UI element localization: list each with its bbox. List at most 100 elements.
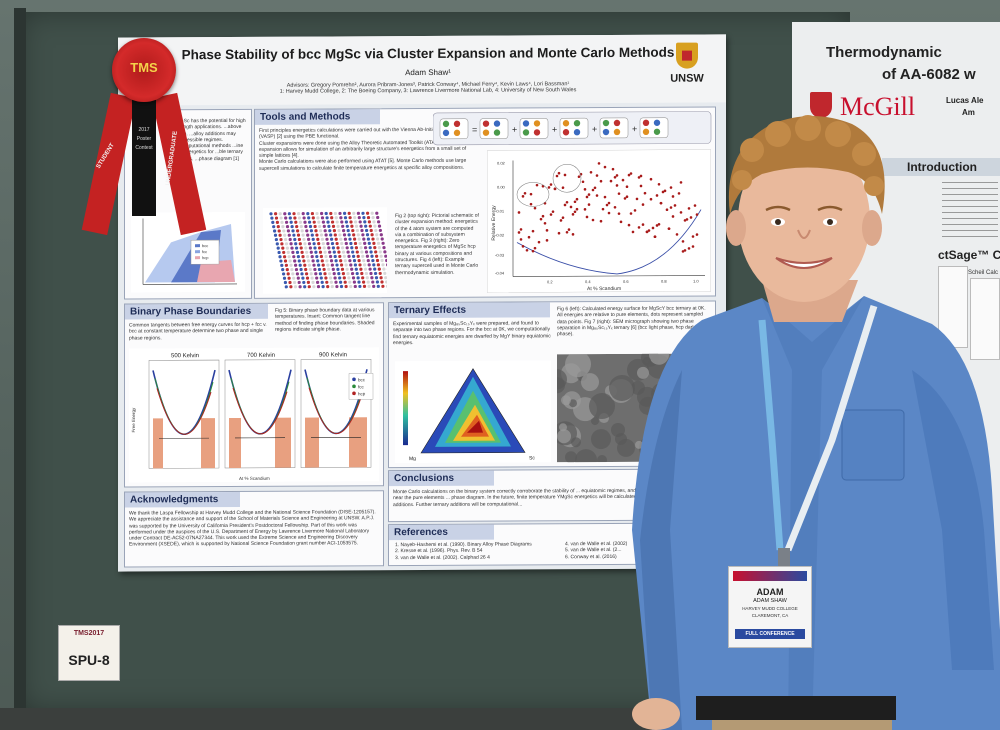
mcgill-shield-icon bbox=[810, 92, 832, 118]
binary-panel: Binary Phase Boundaries Common tangents … bbox=[124, 302, 384, 488]
khaki-pants bbox=[712, 720, 892, 730]
ribbon-year: 2017 bbox=[138, 127, 150, 133]
cluster-expansion-schematic: = + + + + bbox=[433, 111, 712, 146]
smile bbox=[775, 257, 833, 269]
supercell-lattice-image bbox=[263, 207, 387, 294]
neighbor-authors: Lucas Ale bbox=[946, 96, 984, 105]
intro-phase-diagram: bcc fcc hcp bbox=[131, 211, 245, 293]
poster-affiliation-list: 1: Harvey Mudd College, 2: The Boeing Co… bbox=[279, 87, 577, 95]
fe-ylabel: Free Energy bbox=[131, 407, 136, 433]
neighbor-authors-2: Am bbox=[962, 108, 975, 117]
energy-ytick-3: -0.01 bbox=[495, 209, 505, 214]
badge-pass: FULL CONFERENCE bbox=[735, 629, 805, 639]
fe-temp-500: 500 Kelvin bbox=[171, 353, 199, 359]
energy-ytick-2: 0.00 bbox=[497, 185, 506, 190]
energy-xtick-3: 0.6 bbox=[623, 279, 629, 284]
badge-header bbox=[733, 571, 807, 581]
left-eyebrow bbox=[765, 205, 791, 212]
refs-title: References bbox=[389, 524, 494, 541]
mcgill-logo: McGill bbox=[810, 92, 930, 122]
ribbon-tail-center: 2017 Poster Contest bbox=[132, 96, 156, 216]
board-frame bbox=[14, 8, 26, 718]
poster-number-sign: TMS2017 SPU-8 bbox=[58, 625, 120, 681]
energy-ytick-5: -0.03 bbox=[495, 253, 505, 258]
energy-xtick-4: 0.8 bbox=[661, 279, 667, 284]
acknowledgments-panel: Acknowledgments We thank the Laspa Fello… bbox=[124, 490, 384, 568]
research-poster: Phase Stability of bcc MgSc via Cluster … bbox=[118, 34, 726, 572]
conclusions-title: Conclusions bbox=[389, 470, 494, 487]
ribbon-contest: Contest bbox=[135, 145, 153, 151]
ternary-corner-mg: Mg bbox=[409, 456, 416, 462]
poster-header: Phase Stability of bcc MgSc via Cluster … bbox=[118, 34, 726, 106]
energy-ylabel: Relative Energy bbox=[491, 205, 497, 241]
sign-event: TMS2017 bbox=[73, 630, 105, 637]
unsw-logo: UNSW bbox=[658, 42, 716, 94]
intro-legend-hcp: hcp bbox=[202, 255, 209, 260]
energy-xtick-5: 1.0 bbox=[693, 279, 699, 284]
energy-xtick-2: 0.4 bbox=[585, 279, 591, 284]
belt bbox=[696, 696, 896, 720]
binary-caption: Fig 5: Binary phase boundary data at var… bbox=[275, 307, 375, 333]
energy-xlabel: At % Scandium bbox=[587, 286, 621, 292]
fe-legend-hcp: hcp bbox=[358, 391, 366, 396]
energy-ytick-1: 0.02 bbox=[497, 161, 506, 166]
unsw-logo-text: UNSW bbox=[670, 72, 704, 85]
award-ribbon: STUDENT UNDERGRADUATE 2017 Poster Contes… bbox=[81, 38, 207, 238]
ribbon-word-undergrad: UNDERGRADUATE bbox=[165, 130, 179, 186]
unsw-shield-icon bbox=[676, 42, 698, 69]
neighbor-title-line2: of AA-6082 w bbox=[882, 66, 976, 83]
left-ear bbox=[726, 210, 746, 246]
badge-full-name: ADAM SHAW bbox=[753, 598, 787, 604]
ternary-text: Experimental samples of Mg₈₅Sc₁₅Yₓ were … bbox=[393, 320, 551, 347]
ack-text: We thank the Laspa Fellowship at Harvey … bbox=[129, 509, 376, 549]
hair-curls bbox=[732, 115, 884, 196]
svg-text:+: + bbox=[632, 124, 637, 134]
shirt-placket bbox=[762, 296, 864, 730]
fe-xlabel: At % Scandium bbox=[239, 476, 270, 481]
face bbox=[738, 138, 870, 302]
ribbon-rosette: TMS bbox=[112, 38, 176, 102]
ribbon-poster: Poster bbox=[136, 136, 152, 142]
intro-legend-bcc: bcc bbox=[202, 243, 208, 248]
ribbon-center-text: 2017 Poster Contest bbox=[132, 126, 156, 153]
energy-xtick-1: 0.2 bbox=[547, 279, 553, 284]
neighbor-intro-text bbox=[942, 182, 998, 240]
badge-org: HARVEY MUDD COLLEGE bbox=[742, 606, 798, 611]
sign-poster-code: SPU-8 bbox=[68, 652, 110, 668]
presenter-person bbox=[632, 115, 1000, 730]
tools-caption: Fig 2 (top right): Pictorial schematic o… bbox=[395, 212, 479, 276]
tools-panel: Tools and Methods First principles energ… bbox=[254, 106, 716, 299]
badge-first-name: ADAM bbox=[756, 587, 784, 597]
binary-text: Common tangents between free energy curv… bbox=[129, 321, 267, 342]
lanyard-right bbox=[784, 304, 878, 552]
ternary-energy-surface: Mg Sc bbox=[395, 360, 551, 464]
shirt-sleeve-right bbox=[912, 370, 994, 670]
neighbor-scheil-label: Scheil Calc bbox=[968, 270, 999, 276]
neighbor-chart-2 bbox=[970, 278, 1000, 360]
ribbon-word-student: STUDENT bbox=[95, 142, 116, 170]
svg-text:=: = bbox=[472, 125, 477, 135]
fe-legend-bcc: bcc bbox=[358, 377, 366, 382]
ribbon-badge-text: TMS bbox=[130, 60, 158, 75]
svg-text:+: + bbox=[592, 124, 597, 134]
neighbor-intro-title: Introduction bbox=[882, 158, 1000, 176]
svg-text:+: + bbox=[512, 125, 517, 135]
poster-author: Adam Shaw¹ bbox=[405, 67, 451, 78]
free-energy-plots: 500 Kelvin 700 Kelvin 900 Kelvin bcc fcc… bbox=[129, 347, 379, 483]
neighbor-factsage-title: ctSage™ Calculati bbox=[938, 248, 1000, 262]
energy-ytick-4: -0.02 bbox=[495, 233, 505, 238]
nose bbox=[797, 229, 811, 239]
ternary-corner-sc: Sc bbox=[529, 455, 535, 461]
mcgill-logo-text: McGill bbox=[840, 92, 916, 121]
relative-energy-chart: Relative Energy At % Scandium 0.02 0.00 … bbox=[487, 149, 711, 293]
lanyard-left bbox=[758, 319, 784, 551]
tools-title: Tools and Methods bbox=[255, 109, 380, 125]
ack-title: Acknowledgments bbox=[125, 491, 240, 508]
neighbor-title-line1: Thermodynamic bbox=[826, 44, 942, 61]
name-badge: ADAM ADAM SHAW HARVEY MUDD COLLEGE CLARE… bbox=[728, 566, 812, 648]
energy-ytick-6: -0.04 bbox=[495, 271, 505, 276]
badge-location: CLAREMONT, CA bbox=[751, 613, 789, 618]
right-ear bbox=[862, 210, 882, 246]
badge-clip bbox=[778, 548, 790, 566]
poster-affiliations: Advisors: Gregory Pomrehn², Aurora Pribr… bbox=[178, 81, 678, 96]
